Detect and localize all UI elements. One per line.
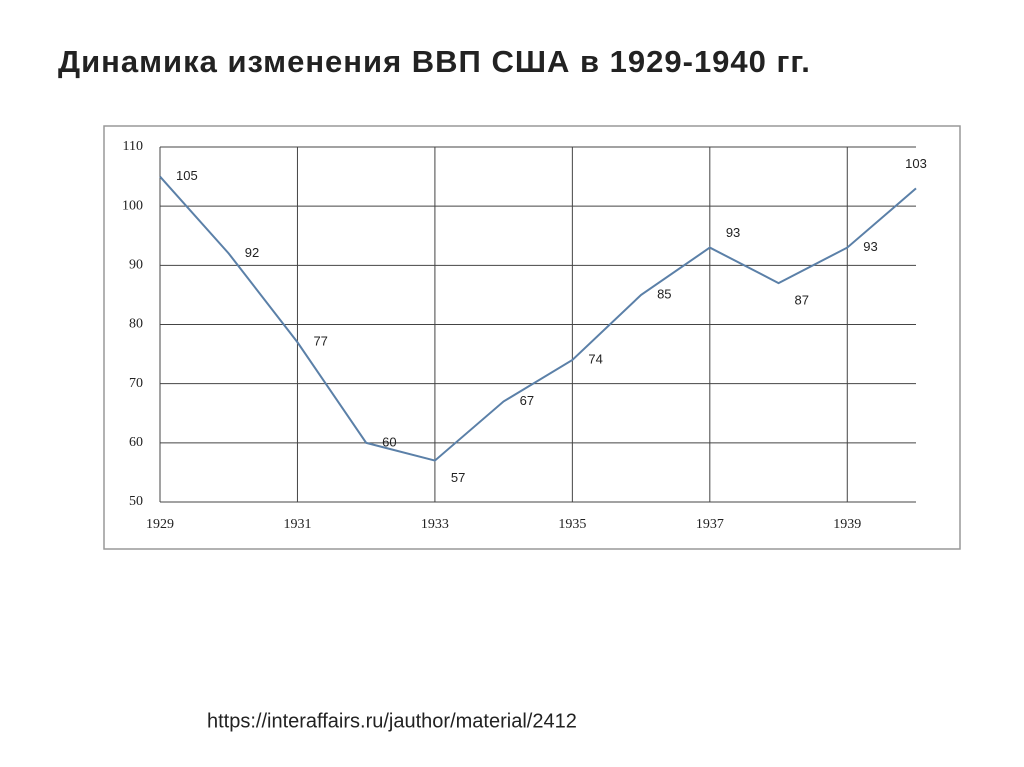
value-label: 92 <box>245 245 259 260</box>
x-tick-label: 1935 <box>558 517 586 532</box>
slide-title: Динамика изменения ВВП США в 1929-1940 г… <box>58 44 811 79</box>
source-link[interactable]: https://interaffairs.ru/jauthor/material… <box>207 710 577 732</box>
y-tick-label: 70 <box>129 376 143 391</box>
value-label: 74 <box>588 351 602 366</box>
x-tick-label: 1929 <box>146 517 174 532</box>
value-label: 87 <box>795 293 809 308</box>
y-tick-label: 50 <box>129 494 143 509</box>
y-tick-label: 90 <box>129 258 143 273</box>
value-label: 103 <box>905 156 927 171</box>
x-tick-label: 1931 <box>283 517 311 532</box>
value-label: 60 <box>382 434 396 449</box>
x-tick-label: 1937 <box>696 517 724 532</box>
x-tick-label: 1939 <box>833 517 861 532</box>
value-label: 85 <box>657 286 671 301</box>
value-label: 57 <box>451 470 465 485</box>
value-label: 105 <box>176 168 198 183</box>
x-tick-label: 1933 <box>421 517 449 532</box>
y-tick-label: 80 <box>129 317 143 332</box>
chart-frame <box>103 125 961 550</box>
y-tick-label: 100 <box>122 198 143 213</box>
data-line <box>159 175 917 462</box>
value-label: 67 <box>520 393 534 408</box>
value-label: 93 <box>726 225 740 240</box>
y-tick-label: 60 <box>129 435 143 450</box>
value-label: 93 <box>863 239 877 254</box>
value-label: 77 <box>313 334 327 349</box>
y-tick-label: 110 <box>123 139 143 154</box>
